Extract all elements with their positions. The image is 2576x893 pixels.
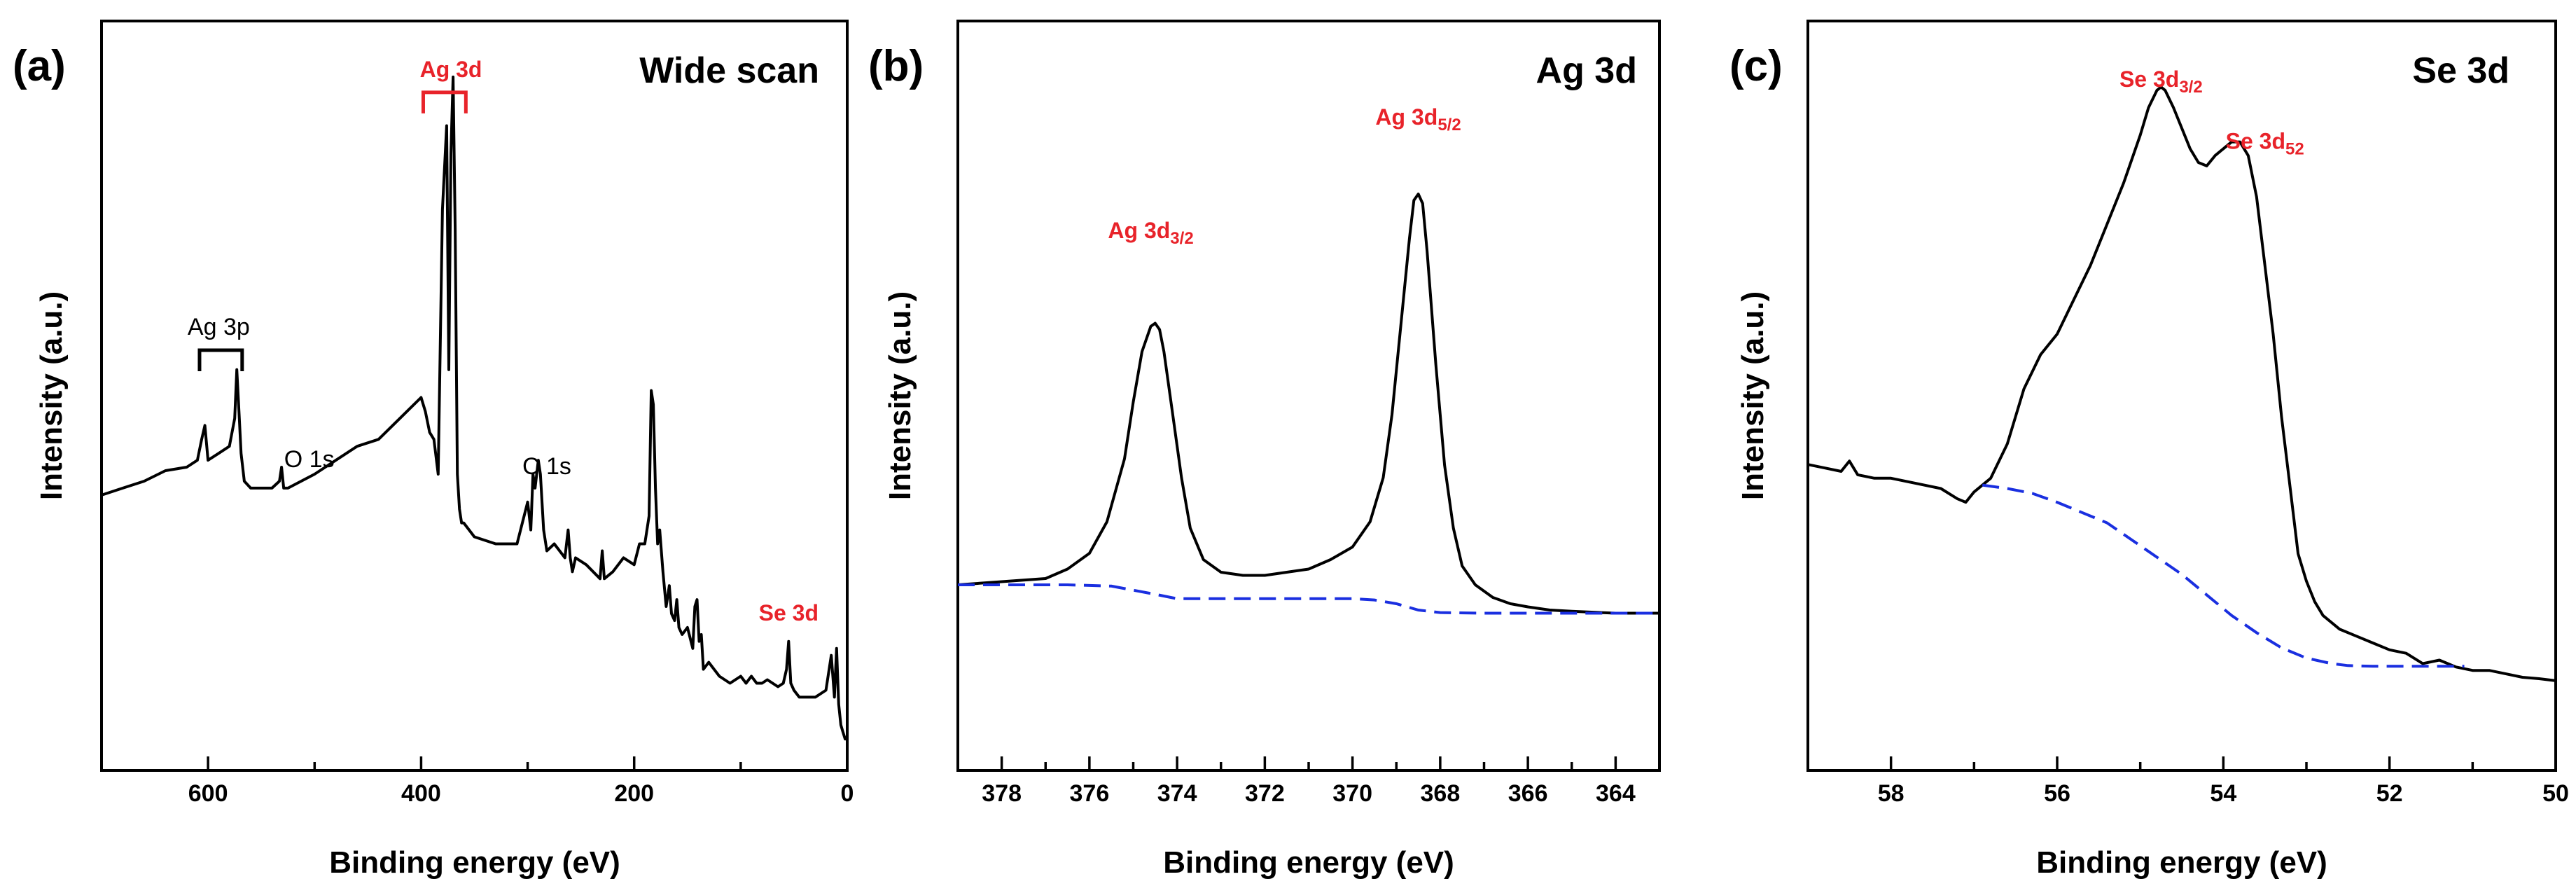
panel-b-x-axis-label: Binding energy (eV) [1163,845,1454,880]
annotation-bracket [421,90,468,113]
panel-a-label: (a) [13,42,66,90]
x-tick-label: 58 [1878,780,1905,807]
panel-a-title: Wide scan [639,50,819,91]
panel-a-x-axis-label: Binding energy (eV) [329,845,620,880]
annotation-ag-3p: Ag 3p [188,314,250,340]
panel-c-se-3d: (c) Se 3d Binding energy (eV) Intensity … [1729,20,2569,880]
x-tick-label: 372 [1245,780,1285,807]
annotation-o-1s: O 1s [284,446,335,473]
panel-c-y-axis-label: Intensity (a.u.) [1736,291,1770,500]
annotation-c-1s: C 1s [522,453,571,480]
panel-a-wide-scan: (a) Wide scan Binding energy (eV) Intens… [13,20,854,880]
panel-c-frame [1806,20,2557,772]
x-tick-label: 364 [1596,780,1636,807]
panel-b-label: (b) [868,42,924,90]
annotation-ag-3d-3-2: Ag 3d3/2 [1108,218,1193,248]
panel-b-title: Ag 3d [1536,50,1637,91]
panel-b-frame [956,20,1661,772]
annotation-se-3d-3-2: Se 3d3/2 [2119,67,2203,97]
annotation-se-3d: Se 3d [759,600,819,625]
x-tick-label: 370 [1332,780,1372,807]
annotation-bracket [197,348,244,371]
x-tick-label: 400 [401,780,441,807]
series-spectrum [1807,85,2556,682]
x-tick-label: 50 [2542,780,2569,807]
x-tick-label: 200 [614,780,654,807]
x-tick-label: 600 [188,780,228,807]
panel-a-frame [100,20,849,772]
x-tick-label: 366 [1508,780,1548,807]
x-tick-label: 0 [841,780,854,807]
x-tick-label: 374 [1157,780,1197,807]
x-tick-label: 54 [2210,780,2236,807]
series-baseline [1982,483,2465,668]
panel-a-y-axis-label: Intensity (a.u.) [34,291,69,500]
panel-b-y-axis-label: Intensity (a.u.) [883,291,917,500]
panel-b-ag-3d: (b) Ag 3d Binding energy (eV) Intensity … [868,20,1661,880]
panel-c-title: Se 3d [2412,50,2509,91]
series-spectrum [957,193,1659,615]
x-tick-label: 376 [1070,780,1110,807]
x-tick-label: 52 [2376,780,2403,807]
x-tick-label: 378 [982,780,1022,807]
panel-c-x-axis-label: Binding energy (eV) [2036,845,2327,880]
annotation-ag-3d: Ag 3d [420,57,482,82]
annotation-se-3d-52: Se 3d52 [2226,128,2304,158]
panel-c-label: (c) [1729,42,1783,90]
x-tick-label: 368 [1421,780,1461,807]
x-tick-label: 56 [2044,780,2070,807]
series-baseline [958,583,1659,615]
annotation-ag-3d-5-2: Ag 3d5/2 [1375,104,1461,134]
series-spectrum [101,75,847,741]
